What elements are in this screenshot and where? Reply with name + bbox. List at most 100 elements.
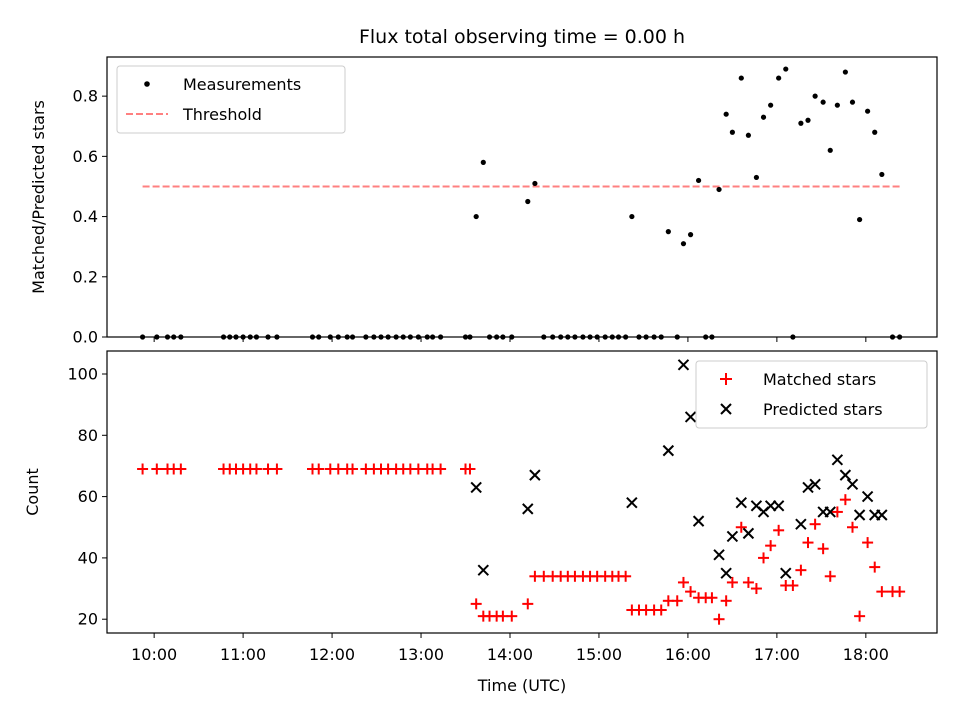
- matched-star-point: [522, 598, 534, 610]
- matched-star-point: [735, 521, 747, 533]
- bottom-y-tick-label: 60: [78, 487, 98, 506]
- predicted-star-b: [795, 518, 807, 530]
- legend-predicted-label: Predicted stars: [763, 400, 883, 419]
- matched-star-point: [713, 613, 725, 625]
- bottom-x-tick-label: 18:00: [843, 645, 889, 664]
- bottom-plot-frame: [106, 350, 938, 634]
- top-plot-frame: [106, 56, 938, 338]
- legend-measurements-marker: [144, 81, 150, 87]
- measurement-point: [602, 334, 608, 340]
- matched-star-point: [750, 583, 762, 595]
- top-y-ticks: 0.0 0.2 0.4 0.6 0.8: [73, 87, 107, 347]
- measurement-point: [745, 132, 752, 138]
- legend-threshold-label: Threshold: [182, 105, 262, 124]
- predicted-star-point: [780, 567, 792, 579]
- predicted-star-b: [470, 481, 482, 494]
- measurement-point: [407, 334, 413, 340]
- measurement-point: [429, 334, 436, 340]
- bottom-x-tick-label: 11:00: [220, 645, 266, 664]
- matched-star-point: [175, 463, 187, 475]
- top-legend: Measurements Threshold: [116, 65, 346, 134]
- measurement-point: [623, 334, 629, 340]
- measurement-point: [842, 69, 848, 75]
- measurement-point: [709, 334, 715, 340]
- matched-star-point: [435, 463, 447, 475]
- measurement-point: [385, 334, 391, 340]
- predicted-star-point: [772, 500, 785, 512]
- measurement-point: [849, 99, 856, 105]
- top-legend-box: [116, 65, 346, 134]
- measurement-point: [889, 334, 896, 340]
- matched-star-point: [742, 576, 754, 588]
- measurement-point: [558, 334, 564, 340]
- predicted-star-point: [735, 497, 747, 509]
- predicted-star-b: [713, 549, 725, 561]
- matched-star-point: [720, 595, 732, 607]
- matched-star-point: [846, 521, 858, 533]
- top-chart-title: Flux total observing time = 0.00 h: [359, 26, 685, 48]
- bottom-plot-marks: [137, 359, 906, 625]
- predicted-star-point: [726, 530, 739, 543]
- legend-predicted-marker: [720, 403, 732, 415]
- matched-star-point: [802, 537, 814, 549]
- matched-star-point: [677, 576, 689, 588]
- bottom-x-tick-label: 14:00: [487, 645, 533, 664]
- predicted-star-b: [772, 500, 785, 512]
- matched-star-point: [620, 570, 632, 582]
- measurement-point: [309, 334, 316, 340]
- predicted-star-b: [726, 530, 739, 543]
- predicted-star-b: [692, 515, 705, 527]
- matched-star-point: [765, 540, 777, 552]
- measurement-point: [274, 334, 280, 340]
- measurement-point: [805, 117, 811, 123]
- matched-star-point: [671, 595, 683, 607]
- predicted-star-b: [853, 509, 866, 521]
- matched-star-point: [313, 463, 325, 475]
- measurement-point: [265, 334, 271, 340]
- matched-star-point: [685, 586, 697, 598]
- matched-star-point: [824, 570, 836, 582]
- measurement-point: [171, 334, 177, 340]
- matched-star-point: [706, 592, 718, 604]
- measurement-point: [572, 334, 578, 340]
- measurement-point: [651, 334, 657, 340]
- measurement-point: [393, 334, 399, 340]
- measurement-point: [674, 334, 680, 340]
- predicted-star-b: [477, 564, 490, 576]
- measurement-point: [480, 159, 486, 165]
- measurement-point: [615, 334, 622, 340]
- legend-measurements-label: Measurements: [183, 75, 301, 94]
- top-plot: 0.0 0.2 0.4 0.6 0.8 Matched/Predicted stars: [29, 56, 938, 347]
- measurement-point: [247, 334, 253, 340]
- measurement-point: [139, 334, 146, 340]
- matched-star-point: [795, 564, 807, 576]
- predicted-star-point: [522, 503, 534, 515]
- measurement-point: [790, 334, 796, 340]
- predicted-star-point: [839, 469, 852, 481]
- matched-star-point: [817, 543, 829, 555]
- predicted-star-b: [522, 503, 534, 515]
- measurement-point: [687, 232, 694, 238]
- measurement-point: [716, 186, 722, 193]
- bottom-plot: 20 40 60 80 100 10:00 11:00 12:00 13:00 14:00 15:…: [23, 350, 938, 695]
- bottom-x-tick-label: 13:00: [398, 645, 444, 664]
- measurement-point: [253, 334, 260, 340]
- predicted-star-b: [876, 509, 888, 521]
- predicted-star-b: [780, 567, 792, 579]
- predicted-star-b: [742, 527, 755, 540]
- matched-star-point: [862, 537, 874, 549]
- measurement-point: [798, 120, 804, 126]
- matched-star-point: [151, 463, 163, 475]
- matched-star-point: [839, 494, 851, 506]
- measurement-point: [532, 180, 538, 187]
- matched-star-point: [137, 463, 149, 475]
- measurement-point: [695, 177, 702, 184]
- matched-star-point: [655, 604, 667, 616]
- measurement-point: [462, 334, 469, 340]
- predicted-star-b: [735, 497, 747, 509]
- bottom-legend: Matched stars Predicted stars: [695, 360, 928, 429]
- measurement-point: [834, 102, 840, 108]
- top-y-tick-label: 0.2: [73, 267, 98, 286]
- measurement-point: [344, 334, 350, 340]
- predicted-star-point: [795, 518, 807, 530]
